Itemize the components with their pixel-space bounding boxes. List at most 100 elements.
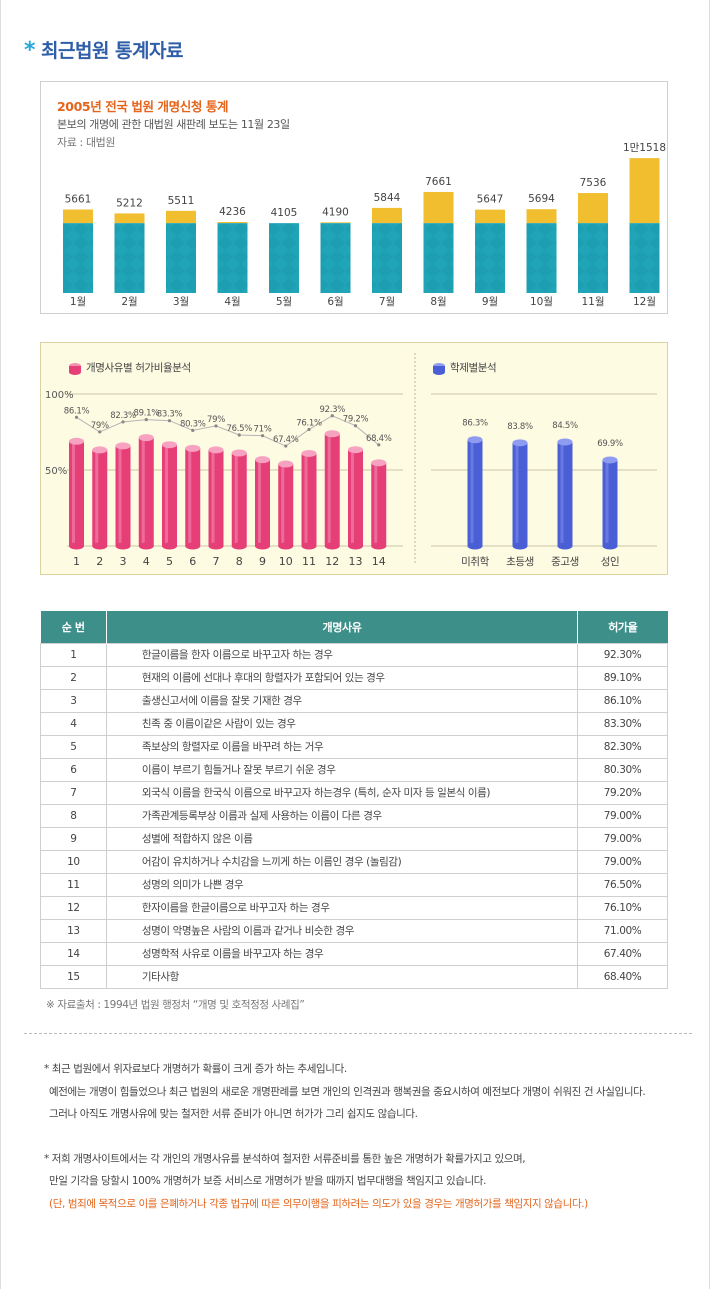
month-tick-label: 2월 xyxy=(121,296,137,308)
pink-bar-12-highlight xyxy=(327,435,331,544)
pink-bar-1-highlight xyxy=(72,443,75,544)
table-row: 2 현재의 이름에 선대나 후대의 항렬자가 포함되어 있는 경우 89.10% xyxy=(40,665,668,690)
pink-value-label: 86.1% xyxy=(64,406,90,416)
pink-bar-4-cap xyxy=(138,434,154,442)
row-reason: 성명학적 사유로 이름을 바꾸고자 하는 경우 xyxy=(105,941,579,966)
header-no: 순 번 xyxy=(40,611,107,643)
pink-bar-2-cap xyxy=(92,446,108,454)
bar-excess-2월 xyxy=(114,213,145,224)
pink-trend-dot xyxy=(284,444,288,448)
pink-bar-14-base xyxy=(371,542,387,550)
pink-bar-3 xyxy=(115,445,131,546)
pink-bar-4 xyxy=(138,437,154,546)
bar-base-6월 xyxy=(320,223,351,293)
row-number: 10 xyxy=(40,849,107,874)
bar-base-11월 xyxy=(578,223,608,293)
monthly-stats-panel: 5661 1월 5212 2월 5511 3월 4236 4월 4105 5월 4190 6월 5844… xyxy=(40,81,668,314)
blue-bar-미취학-base xyxy=(467,542,483,550)
table-row: 8 가족관계등록부상 이름과 실제 사용하는 이름이 다른 경우 79.00% xyxy=(40,803,668,828)
month-tick-label: 1월 xyxy=(70,296,86,308)
table-row: 14 성명학적 사유로 이름을 바꾸고자 하는 경우 67.40% xyxy=(40,941,668,966)
pink-trend-dot xyxy=(98,430,102,434)
pink-bar-5 xyxy=(162,444,177,546)
table-row: 13 성명이 악명높은 사람의 이름과 같거나 비슷한 경우 71.00% xyxy=(40,918,668,943)
row-number: 12 xyxy=(40,895,107,920)
pink-bar-3-base xyxy=(115,542,131,550)
bar-value-label: 7661 xyxy=(425,176,452,188)
note-gap xyxy=(44,1126,684,1148)
pink-bar-8 xyxy=(231,452,247,546)
table-row: 10 어감이 유치하거나 수치감을 느끼게 하는 이름인 경우 (놀림감) 79.0… xyxy=(40,849,668,874)
pink-bar-2-highlight xyxy=(95,451,99,544)
bar-value-label: 5694 xyxy=(528,193,555,205)
pink-bar-11-highlight xyxy=(304,455,308,544)
row-number: 5 xyxy=(40,734,107,759)
bar-base-10월 xyxy=(526,223,557,293)
pink-bar-9-highlight xyxy=(258,461,261,544)
blue-bar-초등생-cap xyxy=(512,439,528,447)
pink-bar-4-highlight xyxy=(141,439,145,544)
pink-bar-6-base xyxy=(185,542,201,550)
bar-excess-9월 xyxy=(475,209,505,224)
row-reason: 한자이름을 한글이름으로 바꾸고자 하는 경우 xyxy=(105,895,579,920)
y-tick-50: 50% xyxy=(45,466,67,477)
row-rate: 79.00% xyxy=(577,849,668,874)
bar-value-label: 5212 xyxy=(116,197,143,209)
pink-trend-dot xyxy=(377,443,381,447)
monthly-chart-title: 2005년 전국 법원 개명신청 통계 xyxy=(57,99,229,114)
blue-legend-icon-bottom xyxy=(433,369,445,375)
pink-bar-10-base xyxy=(278,542,294,550)
pink-value-label: 82.3% xyxy=(110,411,136,421)
right-chart-title: 학제별분석 xyxy=(450,362,496,374)
pink-bar-3-cap xyxy=(115,442,131,450)
table-source-note: ※ 자료출처 : 1994년 법원 행정처 “개명 및 호적정정 사례집” xyxy=(46,999,305,1011)
month-tick-label: 8월 xyxy=(430,296,446,308)
pink-bar-5-highlight xyxy=(165,446,168,544)
pink-value-label: 76.5% xyxy=(226,424,252,434)
month-tick-label: 4월 xyxy=(224,296,240,308)
blue-bar-초등생 xyxy=(512,442,528,546)
blue-bar-미취학-cap xyxy=(467,436,483,444)
table-row: 9 성별에 적합하지 않은 이름 79.00% xyxy=(40,826,668,851)
note-1-line-2: 예전에는 개명이 힘들었으나 최근 법원의 새로운 개명판례를 보면 개인의 인… xyxy=(49,1085,646,1098)
pink-bar-3-highlight xyxy=(118,447,122,544)
monthly-chart-subtitle: 본보의 개명에 관한 대법원 새판례 보도는 11월 23일 xyxy=(57,118,290,131)
bar-base-7월 xyxy=(372,223,402,293)
bar-excess-12월 xyxy=(629,158,660,224)
blue-value-label: 83.8% xyxy=(507,422,533,432)
pink-bar-category: 12 xyxy=(325,555,339,568)
pink-bar-11-base xyxy=(301,542,317,550)
pink-bar-category: 11 xyxy=(302,555,316,568)
pink-bar-13-cap xyxy=(348,446,363,454)
pink-bar-category: 14 xyxy=(372,555,386,568)
pink-bar-category: 10 xyxy=(279,555,293,568)
row-rate: 89.10% xyxy=(577,665,668,690)
row-rate: 79.00% xyxy=(577,826,668,851)
pink-bar-8-highlight xyxy=(234,454,238,544)
row-number: 4 xyxy=(40,711,107,736)
blue-bar-category: 초등생 xyxy=(506,556,534,568)
bar-base-9월 xyxy=(475,223,505,293)
pink-value-label: 79% xyxy=(207,415,225,425)
pink-bar-category: 2 xyxy=(96,555,103,568)
pink-bar-6-highlight xyxy=(188,450,192,544)
reason-table-wrap: 순 번 개명사유 허가율 1 한글이름을 한자 이름으로 바꾸고자 하는 경우 92… xyxy=(40,611,668,989)
row-reason: 이름이 부르기 힘들거나 잘못 부르기 쉬운 경우 xyxy=(105,757,579,782)
blue-value-label: 86.3% xyxy=(462,419,488,429)
pink-trend-dot xyxy=(330,414,334,418)
pink-bar-1-cap xyxy=(69,437,84,445)
blue-bar-중고생-cap xyxy=(557,438,573,446)
monthly-bar-chart: 5661 1월 5212 2월 5511 3월 4236 4월 4105 5월 4190 6월 5844… xyxy=(63,142,666,308)
bar-base-8월 xyxy=(423,223,454,293)
pink-bar-1 xyxy=(69,441,84,546)
pink-bar-category: 5 xyxy=(166,555,173,568)
bar-value-label: 1만1518 xyxy=(623,142,666,154)
pink-bar-6 xyxy=(185,448,201,546)
note-1-line-1: * 최근 법원에서 위자료보다 개명허가 확률이 크게 증가 하는 추세입니다. xyxy=(44,1063,347,1075)
pink-bar-10 xyxy=(278,464,294,546)
row-number: 13 xyxy=(40,918,107,943)
pink-bar-12 xyxy=(324,433,340,546)
page-title: * 최근법원 통계자료 xyxy=(24,36,183,63)
blue-bar-초등생-base xyxy=(512,542,528,550)
pink-bar-category: 8 xyxy=(236,555,243,568)
